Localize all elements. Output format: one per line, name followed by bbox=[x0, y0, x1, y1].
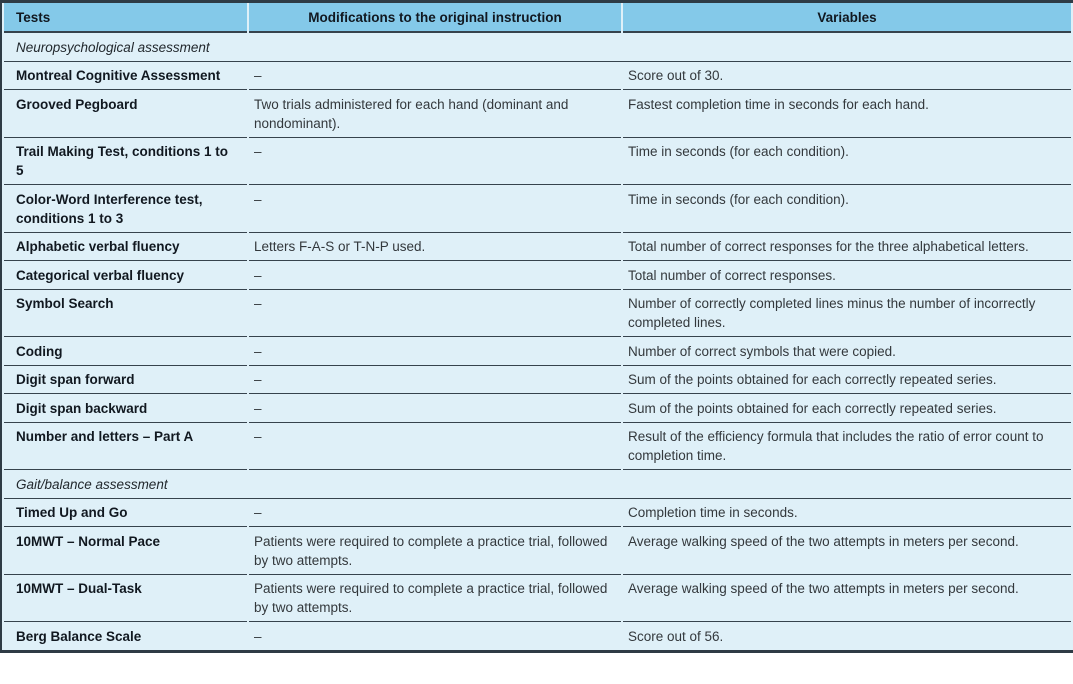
table-row: Coding – Number of correct symbols that we… bbox=[4, 337, 1071, 366]
test-cell: Digit span forward bbox=[4, 365, 247, 394]
table-row: Timed Up and Go – Completion time in secon… bbox=[4, 498, 1071, 527]
variable-cell: Total number of correct responses. bbox=[623, 261, 1071, 290]
table-row: Grooved Pegboard Two trials administered … bbox=[4, 90, 1071, 138]
test-cell: Number and letters – Part A bbox=[4, 422, 247, 470]
table-row: Number and letters – Part A – Result of th… bbox=[4, 422, 1071, 470]
test-cell: 10MWT – Dual-Task bbox=[4, 574, 247, 622]
table-body: Neuropsychological assessment Montreal Co… bbox=[4, 33, 1071, 650]
table-row: Symbol Search – Number of correctly comple… bbox=[4, 289, 1071, 337]
column-header-modifications: Modifications to the original instructio… bbox=[249, 3, 621, 33]
table-row: Color-Word Interference test, conditions… bbox=[4, 185, 1071, 233]
section-title: Neuropsychological assessment bbox=[4, 33, 1071, 62]
table-row: 10MWT – Dual-Task Patients were required … bbox=[4, 574, 1071, 622]
column-header-variables: Variables bbox=[623, 3, 1071, 33]
table-row: Digit span backward – Sum of the points ob… bbox=[4, 394, 1071, 423]
variable-cell: Result of the efficiency formula that in… bbox=[623, 422, 1071, 470]
test-cell: Timed Up and Go bbox=[4, 498, 247, 527]
column-header-tests: Tests bbox=[4, 3, 247, 33]
modification-cell: Patients were required to complete a pra… bbox=[249, 574, 621, 622]
section-row: Gait/balance assessment bbox=[4, 470, 1071, 499]
variable-cell: Number of correct symbols that were copi… bbox=[623, 337, 1071, 366]
test-cell: Digit span backward bbox=[4, 394, 247, 423]
test-cell: Montreal Cognitive Assessment bbox=[4, 61, 247, 90]
table-row: Digit span forward – Sum of the points obt… bbox=[4, 365, 1071, 394]
modification-cell: – bbox=[249, 622, 621, 650]
variable-cell: Average walking speed of the two attempt… bbox=[623, 574, 1071, 622]
table-row: 10MWT – Normal Pace Patients were require… bbox=[4, 527, 1071, 575]
modification-cell: – bbox=[249, 365, 621, 394]
test-cell: Grooved Pegboard bbox=[4, 90, 247, 138]
table-row: Categorical verbal fluency – Total number … bbox=[4, 261, 1071, 290]
modification-cell: Two trials administered for each hand (d… bbox=[249, 90, 621, 138]
modification-cell: – bbox=[249, 422, 621, 470]
test-cell: Color-Word Interference test, conditions… bbox=[4, 185, 247, 233]
modification-cell: – bbox=[249, 337, 621, 366]
modification-cell: – bbox=[249, 137, 621, 185]
variable-cell: Average walking speed of the two attempt… bbox=[623, 527, 1071, 575]
test-cell: Categorical verbal fluency bbox=[4, 261, 247, 290]
section-row: Neuropsychological assessment bbox=[4, 33, 1071, 62]
modification-cell: – bbox=[249, 394, 621, 423]
variable-cell: Sum of the points obtained for each corr… bbox=[623, 365, 1071, 394]
variable-cell: Completion time in seconds. bbox=[623, 498, 1071, 527]
modification-cell: Patients were required to complete a pra… bbox=[249, 527, 621, 575]
variable-cell: Fastest completion time in seconds for e… bbox=[623, 90, 1071, 138]
test-cell: 10MWT – Normal Pace bbox=[4, 527, 247, 575]
variable-cell: Sum of the points obtained for each corr… bbox=[623, 394, 1071, 423]
modification-cell: – bbox=[249, 289, 621, 337]
variable-cell: Time in seconds (for each condition). bbox=[623, 137, 1071, 185]
table-header-row: Tests Modifications to the original inst… bbox=[4, 3, 1071, 33]
variable-cell: Score out of 30. bbox=[623, 61, 1071, 90]
modification-cell: Letters F-A-S or T-N-P used. bbox=[249, 232, 621, 261]
assessment-table: Tests Modifications to the original inst… bbox=[0, 0, 1073, 653]
test-cell: Symbol Search bbox=[4, 289, 247, 337]
table-row: Trail Making Test, conditions 1 to 5– Tim… bbox=[4, 137, 1071, 185]
test-cell: Coding bbox=[4, 337, 247, 366]
test-cell: Alphabetic verbal fluency bbox=[4, 232, 247, 261]
variable-cell: Time in seconds (for each condition). bbox=[623, 185, 1071, 233]
section-title: Gait/balance assessment bbox=[4, 470, 1071, 499]
modification-cell: – bbox=[249, 61, 621, 90]
modification-cell: – bbox=[249, 185, 621, 233]
modification-cell: – bbox=[249, 498, 621, 527]
test-cell: Trail Making Test, conditions 1 to 5 bbox=[4, 137, 247, 185]
modification-cell: – bbox=[249, 261, 621, 290]
table-row: Montreal Cognitive Assessment – Score out … bbox=[4, 61, 1071, 90]
test-cell: Berg Balance Scale bbox=[4, 622, 247, 650]
table-row: Berg Balance Scale – Score out of 56. bbox=[4, 622, 1071, 650]
table-row: Alphabetic verbal fluency Letters F-A-S o… bbox=[4, 232, 1071, 261]
variable-cell: Number of correctly completed lines minu… bbox=[623, 289, 1071, 337]
variable-cell: Score out of 56. bbox=[623, 622, 1071, 650]
variable-cell: Total number of correct responses for th… bbox=[623, 232, 1071, 261]
